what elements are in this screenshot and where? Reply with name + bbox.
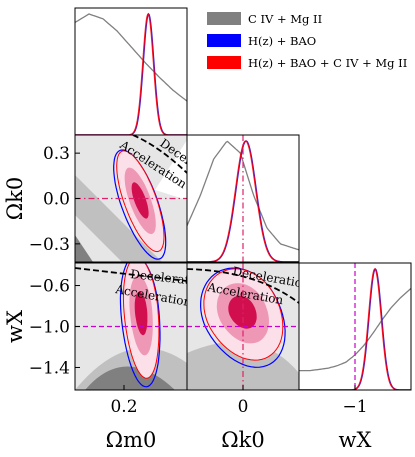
acceleration-boundary — [75, 267, 187, 282]
y-tick-label: 0.0 — [43, 190, 70, 210]
x-tick-label: 0 — [238, 397, 249, 417]
excluded-region — [155, 140, 187, 200]
y-tick-label: −1.0 — [29, 318, 70, 338]
panel-2-2 — [299, 263, 411, 390]
joint-contour-level-3 — [134, 291, 148, 336]
joint-contour-level-3 — [228, 295, 257, 329]
panel-frame — [74, 7, 188, 136]
y-tick-label: 0.3 — [43, 144, 70, 164]
legend: C IV + Mg II H(z) + BAO H(z) + BAO + C IV … — [207, 12, 407, 70]
panel-0-0 — [75, 12, 187, 135]
y-tick-label: −0.6 — [29, 277, 70, 297]
y-axis-label-omega-k: Ωk0 — [3, 177, 27, 221]
legend-swatch — [207, 34, 241, 47]
civ-mgii-1sigma-band — [75, 175, 162, 262]
x-tick-label: 0.2 — [110, 397, 137, 417]
marginal-blue-line — [75, 12, 187, 135]
legend-swatch — [207, 56, 241, 69]
marginal-civ-mgii-line — [187, 140, 299, 251]
x-axis-label-omega-k: Ωk0 — [221, 428, 265, 452]
x-tick-label: −1 — [342, 397, 367, 417]
y-tick-label: −1.4 — [29, 358, 70, 378]
acceleration-boundary — [187, 268, 299, 304]
legend-swatch — [207, 12, 241, 25]
y-axis-label-wx: wX — [3, 310, 27, 343]
panel-frame — [186, 134, 300, 263]
civ-mgii-dark-band — [85, 366, 175, 390]
panel-1-1 — [187, 135, 299, 262]
x-axis-label-omega-m: Ωm0 — [106, 428, 157, 452]
hz-bao-2sigma-contour — [199, 267, 286, 368]
marginal-civ-mgii-line — [75, 13, 187, 102]
y-tick-label: −0.3 — [29, 235, 70, 255]
civ-mgii-dark-band — [75, 235, 93, 262]
x-axis-label-wx: wX — [339, 428, 372, 452]
marginal-red-line — [75, 13, 187, 135]
legend-label: C IV + Mg II — [248, 12, 322, 26]
legend-label: H(z) + BAO — [248, 34, 316, 48]
joint-contour-level-3 — [131, 182, 149, 219]
acceleration-boundary — [132, 135, 187, 174]
legend-label: H(z) + BAO + C IV + Mg II — [248, 56, 407, 70]
